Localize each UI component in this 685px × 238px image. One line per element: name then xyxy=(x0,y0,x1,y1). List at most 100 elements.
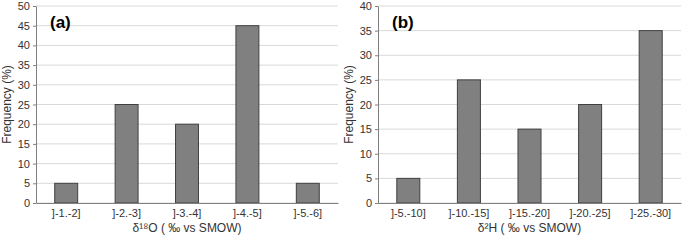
y-tick-label: 40 xyxy=(360,0,372,12)
grid xyxy=(378,6,681,203)
y-tick-label: 5 xyxy=(366,172,372,184)
y-tick: 35 xyxy=(360,25,378,37)
y-tick-mark xyxy=(33,124,36,125)
grid-line xyxy=(378,6,681,7)
bar xyxy=(579,105,602,204)
bar xyxy=(518,129,541,203)
x-tick: ]-3.-4] xyxy=(173,207,202,219)
y-tick-label: 20 xyxy=(360,99,372,111)
x-tick: ]-20.-25] xyxy=(570,207,611,219)
x-tick-label: ]-1.-2] xyxy=(52,207,81,219)
grid-line xyxy=(36,84,338,85)
x-tick-label: ]-4.-5] xyxy=(233,207,262,219)
bars xyxy=(397,31,662,203)
grid-line xyxy=(36,6,338,7)
y-tick: 25 xyxy=(18,99,36,111)
y-tick-label: 10 xyxy=(18,158,30,170)
y-tick-mark xyxy=(33,45,36,46)
y-tick-label: 35 xyxy=(360,25,372,37)
y-tick-label: 40 xyxy=(18,39,30,51)
y-tick-label: 50 xyxy=(18,0,30,12)
bar xyxy=(236,26,259,203)
y-axis-line xyxy=(378,7,379,204)
x-axis: ]-5.-10] ]-10.-15] ]-15.-20] ]-20.-25] ]-25.… xyxy=(379,204,682,219)
bar xyxy=(457,80,480,203)
y-tick-label: 15 xyxy=(18,138,30,150)
y-tick: 20 xyxy=(360,99,378,111)
y-tick: 45 xyxy=(18,20,36,32)
bar xyxy=(639,31,662,203)
y-tick: 30 xyxy=(360,49,378,61)
y-tick-mark xyxy=(33,85,36,86)
x-tick-label: ]-5.-10] xyxy=(391,207,426,219)
x-tick-label: ]-5.-6] xyxy=(293,207,322,219)
panel-label: (a) xyxy=(50,13,71,32)
y-tick: 20 xyxy=(18,118,36,130)
y-tick-mark xyxy=(33,164,36,165)
bars xyxy=(55,26,320,203)
panel: 0510152025303540]-5.-10]]-10.-15]]-15.-2… xyxy=(342,0,682,235)
y-tick-label: 0 xyxy=(24,197,30,209)
y-tick-mark xyxy=(375,203,378,204)
y-tick-mark xyxy=(375,6,378,7)
y-axis-title: Frequency (%) xyxy=(342,65,356,144)
y-tick-mark xyxy=(375,154,378,155)
y-axis: 0510152025303540 xyxy=(360,0,379,209)
y-tick-mark xyxy=(33,105,36,106)
x-tick: ]-2.-3] xyxy=(112,207,141,219)
grid xyxy=(36,6,338,203)
panel: 0 5 10 15 20 25 30 35 40 45 50 ]-1.-2] ]-2.-3] ]-3.-4… xyxy=(0,0,339,235)
y-tick: 50 xyxy=(18,0,36,12)
grid-line xyxy=(36,65,338,66)
grid-line xyxy=(378,79,681,80)
y-tick: 0 xyxy=(366,197,378,209)
x-axis-line xyxy=(37,203,339,204)
x-tick-label: ]-15.-20] xyxy=(509,207,550,219)
y-tick-label: 30 xyxy=(18,79,30,91)
y-tick: 0 xyxy=(24,197,36,209)
x-tick: ]-5.-6] xyxy=(293,207,322,219)
y-tick: 10 xyxy=(360,148,378,160)
grid-line xyxy=(36,45,338,46)
x-axis-line xyxy=(379,203,682,204)
y-tick: 40 xyxy=(360,0,378,12)
x-tick: ]-4.-5] xyxy=(233,207,262,219)
y-tick: 15 xyxy=(360,123,378,135)
grid-line xyxy=(378,55,681,56)
y-tick-mark xyxy=(33,144,36,145)
y-axis-title: Frequency (%) xyxy=(0,65,14,144)
x-tick: ]-1.-2] xyxy=(52,207,81,219)
y-tick-mark xyxy=(33,6,36,7)
y-tick-label: 35 xyxy=(18,59,30,71)
y-tick: 10 xyxy=(18,158,36,170)
y-tick: 15 xyxy=(18,138,36,150)
y-tick-label: 0 xyxy=(366,197,372,209)
y-tick: 5 xyxy=(24,177,36,189)
bar xyxy=(176,124,199,203)
figure: 05101520253035404550]-1.-2]]-2.-3]]-3.-4… xyxy=(0,0,685,238)
bar xyxy=(296,183,319,203)
x-tick: ]-10.-15] xyxy=(448,207,489,219)
y-tick-mark xyxy=(33,65,36,66)
y-tick: 5 xyxy=(366,172,378,184)
y-tick-mark xyxy=(375,105,378,106)
y-tick-mark xyxy=(375,55,378,56)
x-tick-label: ]-3.-4] xyxy=(173,207,202,219)
y-tick: 40 xyxy=(18,39,36,51)
bar xyxy=(115,105,138,204)
grid-line xyxy=(378,30,681,31)
y-tick-label: 45 xyxy=(18,20,30,32)
grid-line xyxy=(378,104,681,105)
y-tick-label: 25 xyxy=(18,99,30,111)
y-tick-label: 15 xyxy=(360,123,372,135)
y-axis-line xyxy=(36,7,37,204)
x-tick-label: ]-25.-30] xyxy=(630,207,671,219)
y-tick-mark xyxy=(375,129,378,130)
y-tick-mark xyxy=(375,178,378,179)
y-tick: 30 xyxy=(18,79,36,91)
bar xyxy=(55,183,78,203)
y-tick-mark xyxy=(33,183,36,184)
y-tick-mark xyxy=(33,26,36,27)
x-tick-label: ]-10.-15] xyxy=(448,207,489,219)
bar xyxy=(397,178,420,203)
